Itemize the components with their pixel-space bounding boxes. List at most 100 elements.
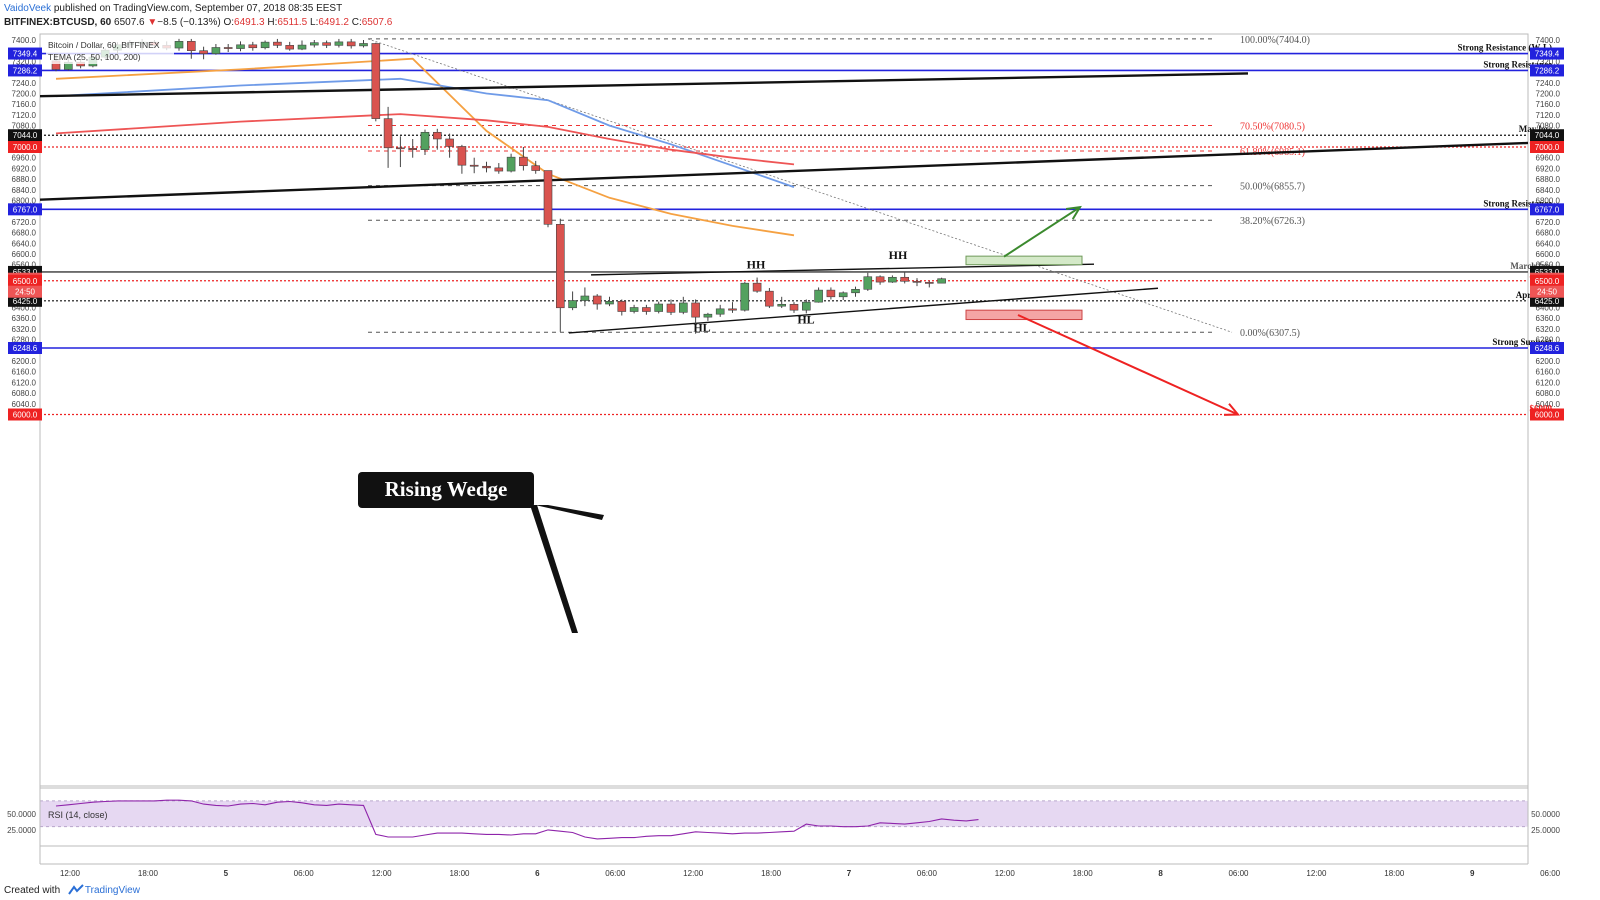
- close-value: 6507.6: [361, 17, 393, 28]
- candle-body: [740, 282, 750, 311]
- price-tick-right: 6920.0: [1536, 164, 1561, 173]
- price-tag-right: [1530, 341, 1564, 354]
- price-tick-right: 6120.0: [1536, 378, 1561, 387]
- price-tag-right: [1530, 203, 1564, 216]
- price-tick-left: 6320.0: [12, 325, 37, 334]
- price-tick-right: 6680.0: [1536, 229, 1561, 238]
- author-link[interactable]: VaidoVeek: [4, 3, 52, 14]
- price-tick-right: 7400.0: [1536, 36, 1561, 45]
- candle-body: [482, 165, 491, 169]
- price-tick-left: 7240.0: [12, 79, 37, 88]
- candle-body: [666, 303, 676, 313]
- price-tick-right: 7240.0: [1536, 79, 1561, 88]
- candle-body: [703, 313, 713, 318]
- price-tag-left-text: 7349.4: [13, 50, 38, 59]
- price-tag-right-text: 6000.0: [1535, 411, 1560, 420]
- high-value: 6511.5: [277, 17, 308, 28]
- price-tag-left: [8, 341, 42, 354]
- time-tick: 6: [535, 869, 540, 878]
- tema-line: [55, 113, 795, 166]
- price-tag-left-text: 7286.2: [13, 66, 38, 75]
- candle-body: [789, 303, 799, 311]
- price-tick-right: 6160.0: [1536, 368, 1561, 377]
- price-tick-left: 7200.0: [12, 90, 37, 99]
- rsi-tick-left: 50.0000: [7, 810, 36, 819]
- price-tag-right: [1530, 274, 1564, 287]
- candle-body: [420, 131, 430, 150]
- candle-body: [236, 44, 245, 49]
- time-tick: 06:00: [1540, 869, 1561, 878]
- candle-body: [777, 303, 787, 307]
- candle-body: [691, 302, 700, 318]
- countdown-tag-right-text: 24:50: [1537, 288, 1558, 297]
- candle-body: [494, 167, 504, 172]
- time-tick: 9: [1470, 869, 1475, 878]
- price-tick-right: 6360.0: [1536, 314, 1561, 323]
- price-tag-right: [1530, 141, 1564, 153]
- price-tag-left-text: 6767.0: [13, 205, 38, 214]
- time-tick: 5: [224, 869, 229, 878]
- rsi-legend: RSI (14, close): [48, 810, 108, 820]
- low-value: 6491.2: [318, 17, 349, 28]
- wedge-upper-line: [591, 263, 1095, 276]
- candle-body: [678, 302, 688, 313]
- price-tag-left: [8, 64, 42, 77]
- bearish-arrow: [1017, 314, 1239, 416]
- candle-body: [937, 278, 946, 284]
- horizontal-level-label: Strong Resistance: [1483, 59, 1552, 69]
- price-tick-left: 6040.0: [12, 400, 37, 409]
- price-tick-left: 6400.0: [12, 304, 37, 313]
- candle-body: [359, 43, 368, 47]
- horizontal-level-label: Strong Resistance: [1483, 198, 1552, 208]
- price-tick-right: 6200.0: [1536, 357, 1561, 366]
- swing-label: HL: [693, 321, 710, 335]
- time-tick: 18:00: [138, 869, 159, 878]
- price-tag-left: [8, 141, 42, 153]
- candle-body: [580, 295, 590, 301]
- price-tag-left-text: 6248.6: [13, 344, 38, 353]
- candle-body: [260, 41, 270, 49]
- time-tick: 12:00: [995, 869, 1016, 878]
- countdown-tag-left: [8, 285, 42, 298]
- price-tick-left: 6920.0: [12, 164, 37, 173]
- rsi-line: [55, 799, 979, 840]
- price-tick-left: 7160.0: [12, 100, 37, 109]
- time-tick: 7: [847, 869, 852, 878]
- price-tick-right: 7320.0: [1536, 57, 1561, 66]
- candle-body: [605, 301, 614, 305]
- price-tick-left: 7120.0: [12, 111, 37, 120]
- price-tick-left: 7320.0: [12, 57, 37, 66]
- open-label: O:: [223, 17, 235, 28]
- candle-body: [408, 148, 418, 150]
- price-tick-left: 7400.0: [12, 36, 37, 45]
- candle-body: [174, 41, 184, 49]
- candle-body: [752, 282, 762, 292]
- price-tick-right: 7160.0: [1536, 100, 1561, 109]
- wedge-lower-line: [568, 287, 1159, 334]
- candle-body: [888, 276, 897, 283]
- price-tag-left-text: 6500.0: [13, 277, 38, 286]
- price-tag-left: [8, 203, 42, 216]
- price-tick-left: 6600.0: [12, 250, 37, 259]
- price-tag-right: [1530, 47, 1564, 60]
- price-tick-right: 6040.0: [1536, 400, 1561, 409]
- candle-body: [654, 303, 664, 312]
- candle-body: [863, 276, 873, 290]
- price-tick-left: 6200.0: [12, 357, 37, 366]
- price-tick-right: 6720.0: [1536, 218, 1561, 227]
- publish-info: published on TradingView.com, September …: [53, 3, 343, 14]
- candle-body: [531, 165, 541, 171]
- lower-channel-trendline: [39, 141, 1529, 201]
- tradingview-brand[interactable]: TradingView: [84, 885, 140, 896]
- time-tick: 12:00: [683, 869, 704, 878]
- price-tag-left-text: 6533.0: [13, 268, 38, 277]
- price-pane: [39, 33, 1529, 787]
- price-tag-right-text: 6500.0: [1535, 277, 1560, 286]
- candle-body: [432, 131, 442, 140]
- fib-level-label: 0.00%(6307.5): [1240, 328, 1300, 339]
- swing-label: HH: [747, 257, 766, 271]
- candle-body: [211, 47, 221, 54]
- candle-body: [469, 164, 479, 167]
- price-tick-left: 6640.0: [12, 239, 37, 248]
